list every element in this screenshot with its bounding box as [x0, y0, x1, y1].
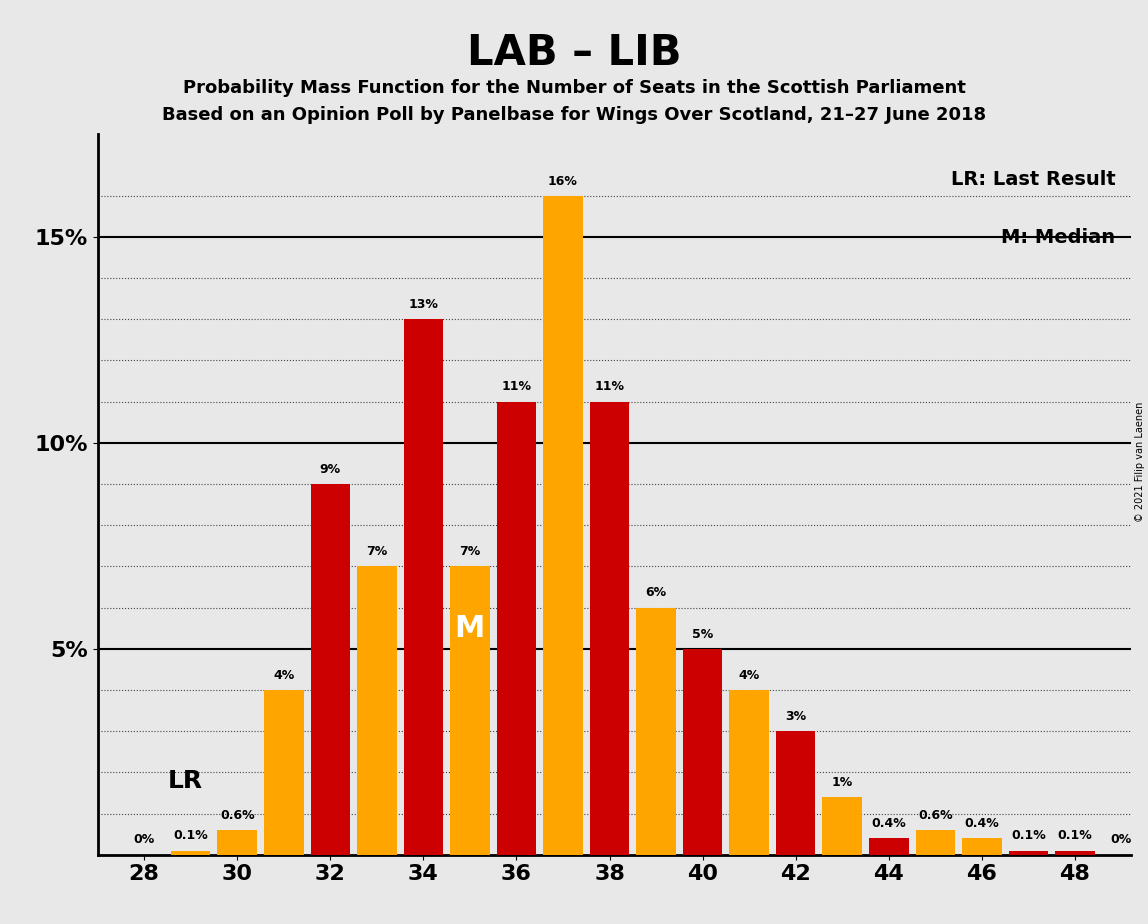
Bar	[171, 851, 210, 855]
Bar	[357, 566, 396, 855]
Text: 0.6%: 0.6%	[918, 808, 953, 821]
Bar	[1009, 851, 1048, 855]
Text: 0.1%: 0.1%	[173, 830, 208, 843]
Text: M: M	[455, 614, 486, 643]
Text: 9%: 9%	[320, 463, 341, 476]
Text: 0.1%: 0.1%	[1057, 830, 1092, 843]
Text: 6%: 6%	[645, 587, 667, 600]
Bar	[404, 320, 443, 855]
Text: 11%: 11%	[502, 381, 532, 394]
Bar	[636, 608, 676, 855]
Bar	[217, 830, 257, 855]
Text: 7%: 7%	[459, 545, 481, 558]
Text: 13%: 13%	[409, 298, 439, 311]
Text: 7%: 7%	[366, 545, 387, 558]
Bar	[776, 731, 815, 855]
Text: 4%: 4%	[273, 669, 294, 682]
Text: 0%: 0%	[1111, 833, 1132, 846]
Text: 0%: 0%	[133, 833, 155, 846]
Bar	[729, 690, 769, 855]
Text: 1%: 1%	[831, 776, 853, 789]
Bar	[450, 566, 490, 855]
Text: 0.4%: 0.4%	[964, 817, 999, 830]
Text: 5%: 5%	[692, 627, 713, 640]
Bar	[822, 797, 862, 855]
Bar	[310, 484, 350, 855]
Text: 4%: 4%	[738, 669, 760, 682]
Bar	[1055, 851, 1095, 855]
Bar	[962, 838, 1001, 855]
Text: Probability Mass Function for the Number of Seats in the Scottish Parliament: Probability Mass Function for the Number…	[183, 79, 965, 96]
Bar	[590, 402, 629, 855]
Text: © 2021 Filip van Laenen: © 2021 Filip van Laenen	[1135, 402, 1145, 522]
Text: 11%: 11%	[595, 381, 625, 394]
Text: 3%: 3%	[785, 710, 806, 723]
Text: 16%: 16%	[548, 175, 577, 188]
Bar	[497, 402, 536, 855]
Bar	[543, 196, 583, 855]
Bar	[264, 690, 303, 855]
Text: LR: Last Result: LR: Last Result	[951, 170, 1115, 189]
Bar	[916, 830, 955, 855]
Text: LR: LR	[168, 769, 202, 793]
Text: 0.1%: 0.1%	[1011, 830, 1046, 843]
Bar	[683, 649, 722, 855]
Text: LAB – LIB: LAB – LIB	[467, 32, 681, 74]
Text: 0.6%: 0.6%	[220, 808, 255, 821]
Text: 0.4%: 0.4%	[871, 817, 906, 830]
Text: Based on an Opinion Poll by Panelbase for Wings Over Scotland, 21–27 June 2018: Based on an Opinion Poll by Panelbase fo…	[162, 106, 986, 124]
Text: M: Median: M: Median	[1001, 227, 1115, 247]
Bar	[869, 838, 908, 855]
